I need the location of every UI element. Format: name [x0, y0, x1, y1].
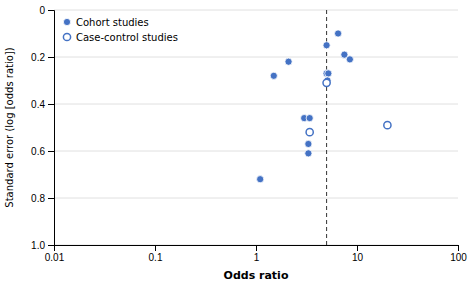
point	[306, 129, 313, 136]
legend-marker	[63, 33, 70, 40]
point	[323, 79, 330, 86]
y-tick: 0.8	[31, 193, 54, 204]
grid-line	[54, 198, 458, 199]
y-tick: 0.2	[31, 52, 54, 63]
y-tick-mark	[48, 57, 54, 58]
y-tick: 0.4	[31, 99, 54, 110]
y-tick: 1.0	[31, 240, 54, 251]
point	[325, 70, 332, 77]
y-tick-mark	[48, 104, 54, 105]
grid-line	[54, 104, 458, 105]
y-axis-line	[48, 11, 55, 246]
legend-marker	[63, 18, 70, 25]
legend: Cohort studies Case-control studies	[63, 17, 177, 43]
x-axis-title: Odds ratio	[224, 269, 289, 282]
x-tick-label: 100	[450, 252, 467, 263]
point	[346, 56, 353, 63]
x-tick-label: 0.1	[149, 252, 163, 263]
y-tick: 0.6	[31, 146, 54, 157]
y-tick-mark	[48, 10, 54, 11]
grid-line	[54, 151, 458, 152]
y-axis: 0 0.2 0.4 0.6 0.8 1.0	[31, 5, 54, 251]
series	[257, 30, 354, 183]
y-tick-label: 0.8	[31, 193, 45, 204]
data-area	[257, 10, 391, 245]
point	[270, 72, 277, 79]
point	[323, 42, 330, 49]
x-tick: 0.01	[45, 245, 65, 263]
x-tick: 100	[450, 245, 467, 263]
point	[305, 150, 312, 157]
y-tick-mark	[48, 198, 54, 199]
y-axis-title: Standard error (log [odds ratio])	[4, 47, 15, 207]
point	[384, 122, 391, 129]
y-tick-label: 1.0	[31, 240, 45, 251]
grid-line	[54, 57, 458, 58]
x-tick: 10	[352, 245, 364, 263]
x-tick: 0.1	[149, 245, 163, 263]
series	[306, 79, 391, 136]
x-axis: 0.01 0.1 1 10 100	[45, 245, 468, 263]
point	[306, 115, 313, 122]
legend-label: Cohort studies	[76, 17, 149, 28]
grid	[54, 10, 458, 245]
point	[257, 176, 264, 183]
point	[305, 140, 312, 147]
x-axis-line	[55, 246, 459, 252]
plot: 0.01 0.1 1 10 100 0 0.2 0.4 0.6 0.8 1.0 Cohort stud…	[31, 5, 467, 263]
y-tick-label: 0.2	[31, 52, 45, 63]
y-tick-mark	[48, 245, 54, 246]
x-tick-mark	[458, 245, 459, 251]
x-tick-label: 0.01	[45, 252, 65, 263]
legend-item: Cohort studies	[63, 17, 148, 28]
point	[285, 58, 292, 65]
y-tick-label: 0.6	[31, 146, 45, 157]
x-tick: 1	[254, 245, 260, 263]
x-tick-label: 1	[254, 252, 260, 263]
x-tick-mark	[357, 245, 358, 251]
x-tick-mark	[155, 245, 156, 251]
legend-label: Case-control studies	[76, 32, 178, 43]
x-tick-label: 10	[352, 252, 364, 263]
chart: 0.01 0.1 1 10 100 0 0.2 0.4 0.6 0.8 1.0 Cohort stud…	[0, 0, 474, 285]
y-tick: 0	[39, 5, 54, 16]
y-tick-label: 0.4	[31, 99, 45, 110]
grid-line	[54, 10, 458, 11]
x-tick-mark	[256, 245, 257, 251]
legend-item: Case-control studies	[63, 32, 177, 43]
point	[335, 30, 342, 37]
y-tick-label: 0	[39, 5, 45, 16]
y-tick-mark	[48, 151, 54, 152]
